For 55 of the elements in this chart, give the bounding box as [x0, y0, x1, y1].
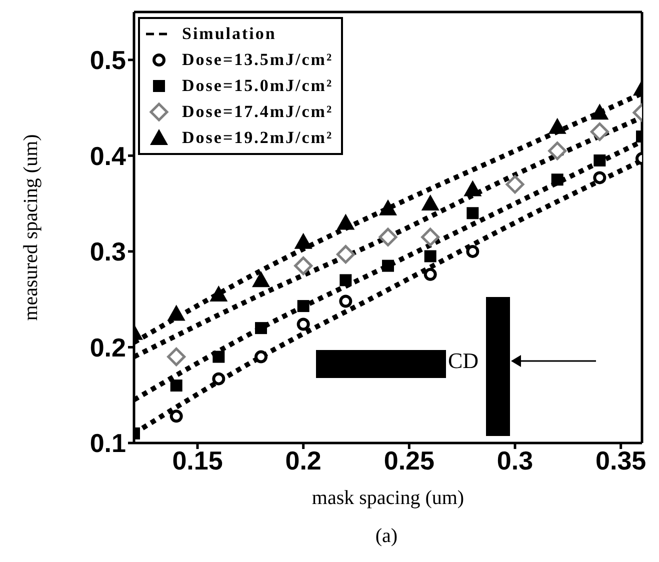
- point: [254, 350, 268, 364]
- legend-label: Simulation: [182, 24, 276, 44]
- x-tick-label: 0.35: [596, 445, 646, 476]
- point: [252, 271, 270, 288]
- point: [167, 304, 186, 321]
- point: [167, 348, 186, 366]
- point: [424, 268, 437, 281]
- point: [548, 118, 566, 134]
- y-axis-title: measured spacing (um): [20, 134, 42, 321]
- point: [594, 154, 606, 166]
- point: [297, 300, 310, 312]
- point: [340, 274, 352, 286]
- point: [551, 174, 564, 186]
- x-tick-label: 0.15: [172, 445, 223, 476]
- point: [294, 256, 313, 276]
- point: [212, 350, 225, 363]
- point: [593, 171, 606, 184]
- legend-label: Dose=17.4mJ/cm²: [182, 102, 334, 122]
- annotation: CD: [448, 348, 479, 374]
- point: [210, 286, 228, 302]
- legend-label: Dose=13.5mJ/cm²: [182, 50, 334, 70]
- x-tick-label: 0.3: [496, 445, 534, 476]
- point: [170, 380, 182, 392]
- legend-label: Dose=19.2mJ/cm²: [182, 128, 334, 148]
- point: [296, 318, 310, 331]
- point: [466, 207, 479, 220]
- point: [421, 228, 440, 246]
- point: [336, 214, 355, 230]
- text: (a): [374, 525, 399, 548]
- point: [212, 372, 226, 386]
- point: [424, 250, 436, 262]
- point: [336, 245, 355, 264]
- legend-label: Dose=15.0mJ/cm²: [182, 76, 334, 96]
- point: [294, 232, 312, 249]
- point: [379, 199, 397, 216]
- point: [382, 260, 394, 272]
- point: [170, 410, 183, 423]
- x-axis-title: mask spacing (um): [312, 487, 464, 509]
- y-tick-label: 0.5: [90, 45, 126, 76]
- y-tick-label: 0.4: [90, 140, 127, 171]
- point: [464, 180, 482, 196]
- x-tick-label: 0.2: [285, 445, 322, 476]
- point: [339, 294, 352, 308]
- point: [378, 228, 398, 246]
- point: [255, 322, 267, 334]
- x-tick-label: 0.25: [384, 445, 434, 476]
- point: [466, 244, 480, 258]
- y-tick-label: 0.3: [90, 236, 126, 267]
- point: [590, 104, 609, 120]
- point: [506, 175, 524, 194]
- point: [590, 122, 609, 141]
- point: [548, 142, 567, 160]
- point: [421, 194, 440, 211]
- y-tick-label: 0.1: [90, 428, 126, 458]
- y-tick-label: 0.2: [90, 332, 126, 362]
